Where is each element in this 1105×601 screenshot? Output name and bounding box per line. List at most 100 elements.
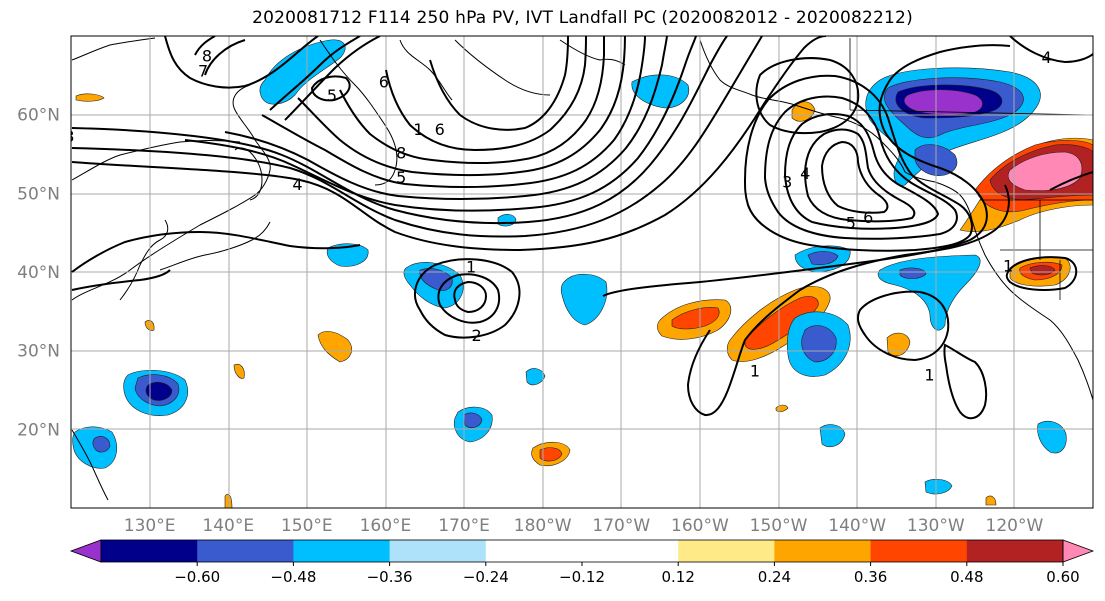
longitude-labels: 130°E 140°E 150°E 160°E 170°E 180°W 170°W 160°W… [124,516,1044,536]
colorbar-tick-label: 0.24 [758,568,791,586]
pv-shading [72,39,1093,508]
colorbar-swatch [389,540,487,562]
contour-2 [71,36,763,238]
ivt-contours [71,36,1093,420]
colorbar-tick-label: 0.60 [1046,568,1079,586]
contour-label: 8 [202,47,212,66]
contour-east-7 [820,140,889,214]
contour-label: 6 [379,73,389,92]
contour-label: 5 [396,168,406,187]
colorbar-extend-low [69,539,102,563]
lon-label: 170°E [438,516,490,536]
contour-label: 1 [1003,257,1013,276]
colorbar-tick-label: −0.24 [463,568,509,586]
contour-1-main [71,36,827,252]
colorbar-tick-label: −0.48 [270,568,316,586]
lat-label: 50°N [17,184,60,204]
lon-label: 170°W [592,516,650,536]
lon-label: 130°W [907,516,965,536]
contour-label: 4 [292,175,302,194]
contour-kamchatka-8 [194,36,216,56]
contour-label: 4 [1042,48,1052,67]
lon-label: 130°E [124,516,176,536]
lat-label: 20°N [17,420,60,440]
shade-east-orange-3 [985,495,997,506]
shade-east-blue-4 [924,479,953,495]
contour-east-2 [686,184,1010,417]
contour-label: 6 [863,208,873,227]
contour-label: 1 [924,365,934,384]
colorbar-tick-label: −0.36 [367,568,413,586]
lat-label: 60°N [17,106,60,126]
contour-label: 1 [466,257,476,276]
contour-label: 2 [472,326,482,345]
colorbar-tick-label: −0.60 [174,568,220,586]
shade-west-navy [145,381,173,401]
contour-west-1 [71,230,361,273]
colorbar-swatch [293,540,391,562]
colorbar-swatch [582,540,679,562]
shade-subtrop-red-1 [539,447,563,462]
colorbar-tick-label: 0.12 [661,568,694,586]
contour-subtrop-loop-2 [856,290,950,362]
contour-nw-inland [1049,171,1093,191]
gridlines [71,36,1093,508]
shade-sw-blue-b [92,436,111,453]
colorbar-swatch [870,540,968,562]
lon-label: 160°E [360,516,412,536]
lon-label: 150°E [281,516,333,536]
colorbar-swatch [101,540,198,562]
shade-small-orange-3 [233,363,245,379]
contour-labels: 8756324168534561211411 [23,47,1052,385]
contour-kamchatka-outer [164,36,319,89]
contour-label-bg [23,137,35,153]
lon-label: 150°W [750,516,808,536]
shade-midpac-blue-2 [326,243,369,267]
contour-east-1b [1005,256,1078,291]
contour-east-4 [763,95,958,240]
lon-label: 160°W [671,516,729,536]
contour-kamchatka-5 [284,36,381,121]
shade-central-red-1 [671,307,720,330]
contour-kamchatka-7 [204,39,246,76]
colorbar-swatch [197,540,294,562]
shade-midpac-blue-3 [560,273,608,326]
colorbar-extend-high [1062,539,1095,563]
colorbar: −0.60 −0.48 −0.36 −0.24 −0.12 0.12 0.24 0.36 0.4… [69,539,1095,586]
shade-alaska-purple [904,89,983,115]
contour-east-3 [743,74,973,252]
lat-label: 40°N [17,263,60,283]
colorbar-tick-label: 0.48 [950,568,983,586]
contour-label: 4 [800,164,810,183]
lon-label: 140°W [828,516,886,536]
colorbar-tick-label: 0.36 [854,568,887,586]
contour-small-5-loop [310,75,351,102]
lat-label: 30°N [17,342,60,362]
shade-small-blue-5 [525,368,546,386]
contour-label: 5 [327,86,337,105]
contour-label: 7 [198,62,208,81]
colorbar-swatch [485,540,583,562]
contour-midpac-2 [437,273,500,324]
lon-label: 120°W [986,516,1044,536]
shade-east-blue-1b [899,267,927,279]
contour-midpac-3 [453,280,488,314]
shade-east-blue-2 [819,424,846,447]
contour-east-1 [602,44,1011,297]
shade-bering-blue [631,74,690,109]
lon-label: 140°E [202,516,254,536]
contour-label: 6 [435,120,445,139]
contour-east-5 [783,113,940,230]
contour-label: 1 [413,120,423,139]
contour-east-loop-1 [755,57,860,135]
contour-east-6 [803,128,916,223]
contour-label: 5 [846,213,856,232]
contour-kamchatka-6 [269,36,361,111]
contour-label: 1 [750,361,760,380]
contour-label: 2 [23,137,33,156]
contour-label: 3 [782,173,792,192]
colorbar-tick-label: −0.12 [559,568,605,586]
contour-west-1b [71,269,171,291]
shade-kamchatka-blue [259,39,346,105]
shade-central-blue-2b [807,251,839,266]
